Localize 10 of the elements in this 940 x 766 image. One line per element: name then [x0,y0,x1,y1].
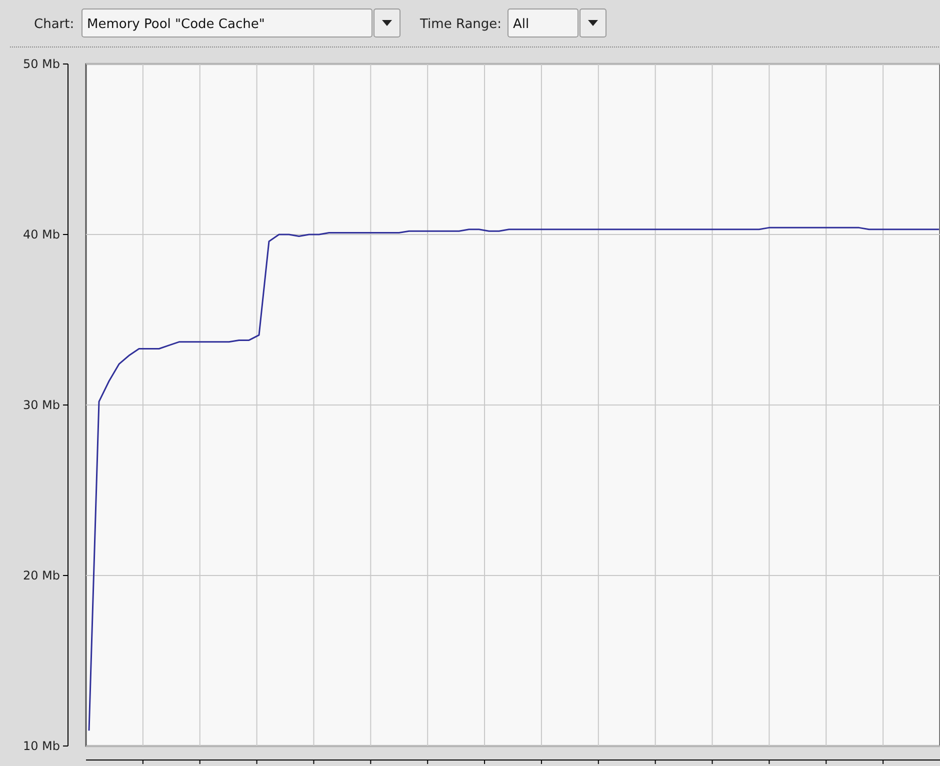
y-tick-label: 10 Mb [22,738,60,753]
text: All [513,17,530,32]
y-tick-label: 40 Mb [22,227,60,242]
text: Chart: [34,17,74,32]
y-tick-label: 30 Mb [22,398,60,412]
line-series [88,226,940,732]
y-tick-label: 20 Mb [22,568,60,582]
y-tick-label: 50 Mb [22,56,60,71]
text: Time Range: [419,17,502,32]
text: Memory Pool "Code Cache" [87,17,265,32]
